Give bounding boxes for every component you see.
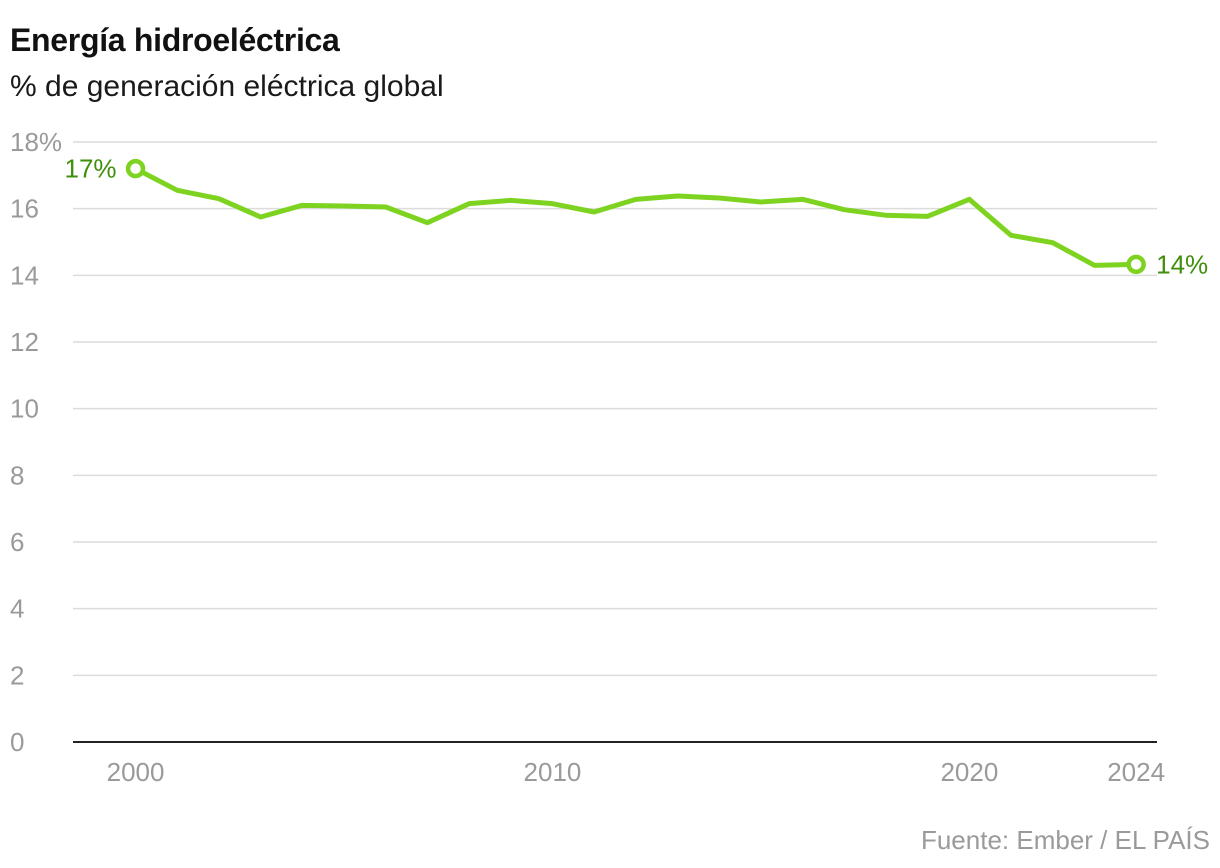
- y-tick-label: 2: [10, 660, 24, 690]
- endpoint-marker: [1126, 254, 1146, 275]
- series-line: [133, 166, 1139, 268]
- y-tick-label: 16: [10, 194, 39, 224]
- y-tick-label: 12: [10, 327, 39, 357]
- y-tick-label: 6: [10, 527, 24, 557]
- endpoint-marker: [125, 158, 146, 179]
- x-tick-label: 2020: [940, 757, 998, 787]
- data-label: 14%: [1156, 249, 1208, 279]
- chart-subtitle: % de generación eléctrica global: [10, 70, 444, 103]
- x-tick-label: 2024: [1107, 757, 1165, 787]
- series: [133, 166, 1139, 268]
- y-tick-label: 18%: [10, 127, 62, 157]
- source-credit: Fuente: Ember / EL PAÍS: [920, 825, 1210, 855]
- y-tick-label: 4: [10, 594, 24, 624]
- y-tick-label: 8: [10, 460, 24, 490]
- y-tick-label: 0: [10, 727, 24, 757]
- chart-title: Energía hidroeléctrica: [10, 22, 340, 58]
- data-label: 17%: [64, 154, 116, 184]
- x-tick-label: 2010: [524, 757, 582, 787]
- y-tick-label: 10: [10, 394, 39, 424]
- y-axis-ticks: 0 2 4 6 8 10 12 14 16 18%: [10, 127, 62, 757]
- x-tick-label: 2000: [107, 757, 165, 787]
- y-tick-label: 14: [10, 260, 39, 290]
- x-axis-ticks: 2000 2010 2020 2024: [107, 757, 1165, 787]
- gridlines: [73, 141, 1157, 677]
- annotations: 17% 14%: [64, 154, 1208, 280]
